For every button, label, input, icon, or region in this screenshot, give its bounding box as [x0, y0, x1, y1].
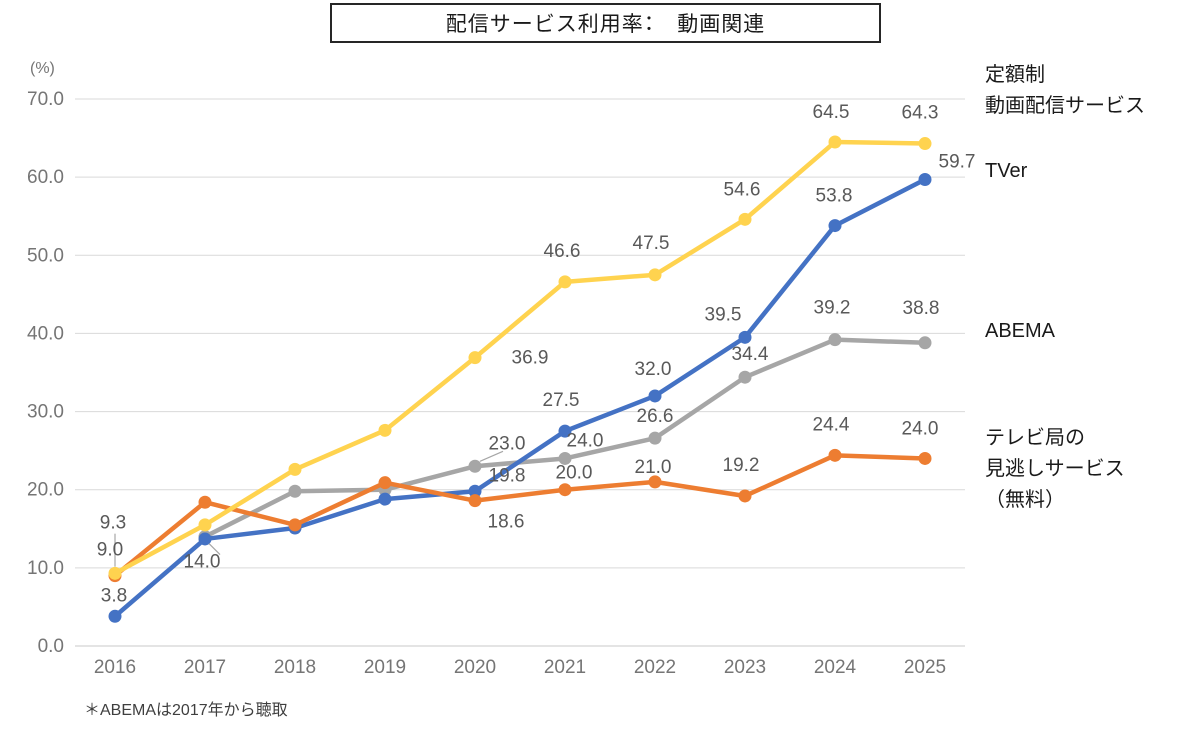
series-line-tver: [112, 177, 928, 619]
data-label-svod-2025: 64.3: [902, 103, 939, 124]
data-point-svod-2017: [198, 518, 212, 532]
data-point-tver-2019: [378, 492, 392, 506]
x-tick-label: 2020: [454, 657, 496, 678]
y-tick-label: 60.0: [27, 167, 64, 188]
data-point-svod-2024: [828, 135, 842, 149]
data-label-svod-2024: 64.5: [813, 102, 850, 123]
data-point-tver-2024: [828, 219, 842, 233]
legend-label-tver: TVer: [985, 160, 1028, 182]
data-label-abema-2021: 24.0: [567, 430, 604, 451]
data-label-svod-2021: 46.6: [544, 241, 581, 262]
data-point-abema-2025: [918, 336, 932, 350]
data-label-catchup-2022: 21.0: [635, 457, 672, 478]
data-point-svod-2020: [468, 351, 482, 365]
y-tick-label: 20.0: [27, 480, 64, 501]
data-label-tver-2020: 19.8: [489, 465, 526, 486]
y-tick-label: 50.0: [27, 245, 64, 266]
data-point-catchup-2017: [198, 495, 212, 509]
x-tick-label: 2017: [184, 657, 226, 678]
y-tick-label: 70.0: [27, 89, 64, 110]
legend-label-catchup: テレビ局の 見逃しサービス （無料）: [985, 427, 1125, 511]
data-point-svod-2023: [738, 212, 752, 226]
y-tick-label: 40.0: [27, 323, 64, 344]
x-tick-label: 2018: [274, 657, 316, 678]
data-point-tver-2017: [198, 532, 212, 546]
data-point-svod-2021: [558, 275, 572, 289]
data-label-catchup-2021: 20.0: [556, 463, 593, 484]
data-point-abema-2022: [648, 431, 662, 445]
data-point-catchup-2024: [828, 448, 842, 462]
data-point-catchup-2021: [558, 483, 572, 497]
data-point-abema-2023: [738, 370, 752, 384]
data-label-svod-2023: 54.6: [724, 179, 761, 200]
data-label-tver-2021: 27.5: [543, 390, 580, 411]
legend-label-svod: 定額制 動画配信サービス: [985, 64, 1145, 117]
data-point-tver-2025: [918, 172, 932, 186]
data-point-catchup-2018: [288, 518, 302, 532]
data-label-tver-2022: 32.0: [635, 359, 672, 380]
series-line-abema: [202, 337, 928, 539]
data-label-tver-2025: 59.7: [939, 151, 976, 172]
data-label-catchup-2023: 19.2: [723, 455, 760, 476]
y-axis-unit-label: (%): [30, 60, 55, 77]
data-label-abema-2020: 23.0: [489, 433, 526, 454]
data-point-svod-2018: [288, 462, 302, 476]
x-tick-label: 2021: [544, 657, 586, 678]
data-point-catchup-2025: [918, 451, 932, 465]
legend-label-abema: ABEMA: [985, 320, 1056, 342]
data-point-catchup-2019: [378, 476, 392, 490]
leader-line-abema: [208, 543, 221, 556]
y-tick-label: 0.0: [38, 636, 64, 657]
data-point-abema-2018: [288, 484, 302, 498]
data-point-catchup-2022: [648, 475, 662, 489]
data-point-tver-2021: [558, 424, 572, 438]
series-line-svod: [112, 139, 928, 576]
data-label-catchup-2020: 18.6: [488, 512, 525, 533]
data-label-catchup-2024: 24.4: [813, 414, 850, 435]
data-point-catchup-2020: [468, 494, 482, 508]
data-label-abema-2017: 14.0: [184, 552, 221, 573]
x-tick-label: 2024: [814, 657, 857, 678]
data-label-svod-2020: 36.9: [512, 348, 549, 369]
data-point-tver-2022: [648, 389, 662, 403]
data-point-abema-2021: [558, 451, 572, 465]
data-label-tver-2024: 53.8: [816, 186, 853, 207]
leader-line-abema: [479, 450, 504, 462]
data-label-catchup-2016: 9.0: [97, 540, 123, 561]
series-line-catchup: [112, 453, 928, 578]
data-label-abema-2025: 38.8: [903, 298, 940, 319]
data-point-tver-2016: [108, 609, 122, 623]
x-tick-label: 2019: [364, 657, 406, 678]
data-point-abema-2024: [828, 333, 842, 347]
x-tick-label: 2023: [724, 657, 766, 678]
chart-title: 配信サービス利用率： 動画関連: [330, 3, 881, 43]
data-label-abema-2024: 39.2: [814, 298, 851, 319]
footnote: ＊ABEMAは2017年から聴取: [84, 702, 288, 719]
data-label-catchup-2025: 24.0: [902, 418, 939, 439]
data-label-svod-2022: 47.5: [633, 233, 670, 254]
x-tick-label: 2016: [94, 657, 136, 678]
data-point-tver-2020: [468, 484, 482, 498]
data-point-svod-2019: [378, 423, 392, 437]
data-point-svod-2022: [648, 268, 662, 282]
x-tick-label: 2022: [634, 657, 676, 678]
data-point-abema-2020: [468, 459, 482, 473]
y-tick-label: 10.0: [27, 558, 64, 579]
data-label-svod-2016: 9.3: [100, 512, 126, 533]
data-point-tver-2023: [738, 330, 752, 344]
data-point-catchup-2023: [738, 489, 752, 503]
data-label-abema-2023: 34.4: [732, 344, 769, 365]
x-tick-label: 2025: [904, 657, 946, 678]
data-label-abema-2022: 26.6: [637, 406, 674, 427]
data-point-svod-2016: [108, 566, 122, 580]
data-label-tver-2016: 3.8: [101, 585, 127, 606]
data-point-svod-2025: [918, 137, 932, 151]
data-label-tver-2023: 39.5: [705, 304, 742, 325]
y-tick-label: 30.0: [27, 402, 64, 423]
